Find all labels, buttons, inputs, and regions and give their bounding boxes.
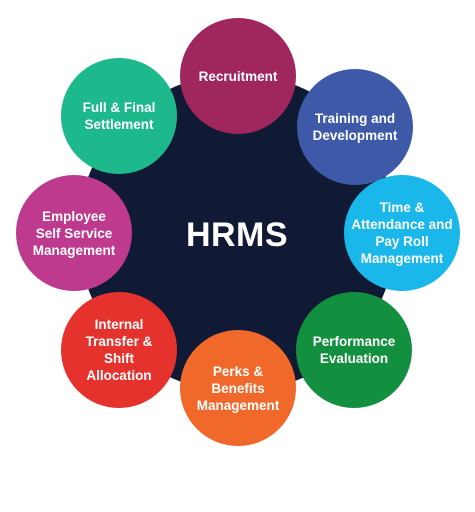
node-label-performance-evaluation: Performance Evaluation	[312, 334, 396, 366]
node-label-training-development: Training and Development	[312, 111, 398, 143]
node-training-development[interactable]: Training and Development	[297, 69, 413, 185]
node-full-final-settlement[interactable]: Full & Final Settlement	[61, 58, 177, 174]
node-employee-self-service[interactable]: Employee Self Service Management	[16, 175, 132, 291]
node-label-time-attendance-payroll: Time & Attendance and Pay Roll Managemen…	[351, 200, 453, 266]
node-label-employee-self-service: Employee Self Service Management	[32, 208, 116, 258]
node-perks-benefits[interactable]: Perks & Benefits Management	[180, 330, 296, 446]
node-label-perks-benefits: Perks & Benefits Management	[196, 363, 280, 413]
hub-title: HRMS	[185, 215, 289, 254]
node-label-recruitment: Recruitment	[198, 68, 278, 84]
node-recruitment[interactable]: Recruitment	[180, 18, 296, 134]
node-label-full-final-settlement: Full & Final Settlement	[82, 100, 156, 132]
node-performance-evaluation[interactable]: Performance Evaluation	[296, 292, 412, 408]
node-time-attendance-payroll[interactable]: Time & Attendance and Pay Roll Managemen…	[344, 175, 460, 291]
node-internal-transfer-shift[interactable]: Internal Transfer & Shift Allocation	[61, 292, 177, 408]
node-label-internal-transfer-shift: Internal Transfer & Shift Allocation	[85, 317, 153, 383]
